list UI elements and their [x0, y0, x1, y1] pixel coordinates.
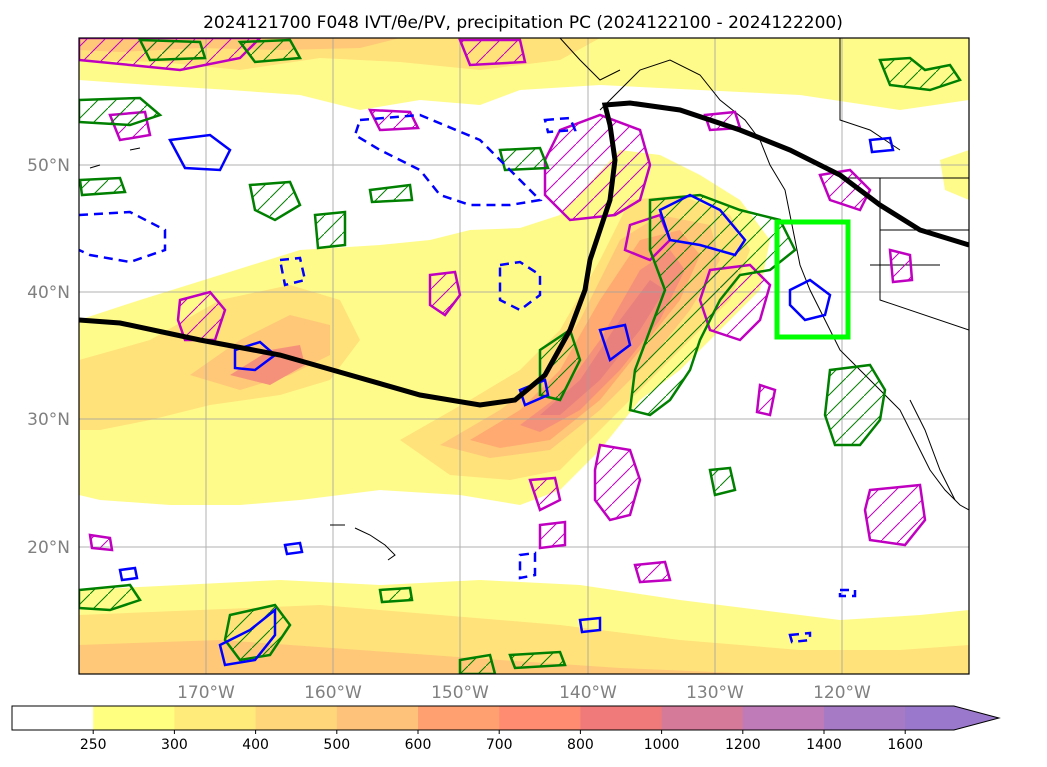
- colorbar-tick-label: 700: [486, 737, 513, 753]
- figure-title: 2024121700 F048 IVT/θe/PV, precipitation…: [203, 13, 843, 33]
- lat-label-40: 40°N: [27, 283, 70, 303]
- blue-dashed-contours: [79, 113, 857, 644]
- colorbar-segment: [499, 706, 581, 730]
- colorbar-tick-label: 250: [80, 737, 107, 753]
- colorbar-tick-label: 1400: [806, 737, 842, 753]
- colorbar-tick-label: 800: [567, 737, 594, 753]
- colorbar-tick-label: 500: [323, 737, 350, 753]
- colorbar-tick-label: 400: [242, 737, 269, 753]
- colorbar-segment: [905, 706, 999, 730]
- colorbar-frame: [11, 705, 1001, 731]
- colorbar-tick-label: 1000: [644, 737, 680, 753]
- colorbar-segment: [12, 706, 94, 730]
- colorbar-segment: [93, 706, 175, 730]
- colorbar-tick-label: 300: [161, 737, 188, 753]
- blue-contours: [118, 133, 895, 667]
- colorbar-segment: [742, 706, 825, 730]
- lon-label-170w: 170°W: [177, 683, 235, 703]
- lat-label-20: 20°N: [27, 538, 70, 558]
- colorbar-segment: [418, 706, 500, 730]
- colorbar-segment: [174, 706, 257, 730]
- lon-label-140w: 140°W: [559, 683, 617, 703]
- theta-e-contour: [79, 100, 969, 408]
- lon-label-130w: 130°W: [686, 683, 744, 703]
- map-frame: [78, 37, 970, 675]
- magenta-contours: [79, 38, 927, 584]
- colorbar-tick-label: 600: [405, 737, 432, 753]
- map-area: [79, 38, 969, 674]
- lon-label-150w: 150°W: [431, 683, 489, 703]
- coastlines: [89, 38, 969, 561]
- colorbar-segment: [661, 706, 744, 730]
- colorbar-segment: [580, 706, 663, 730]
- colorbar-tick-label: 1600: [887, 737, 923, 753]
- target-region-box: [774, 219, 851, 340]
- green-contours: [79, 38, 962, 674]
- lat-label-50: 50°N: [27, 156, 70, 176]
- colorbar: 250 300 400 500 600 700 800 1000 1200 1400 1600: [11, 705, 1001, 753]
- colorbar-segment: [824, 706, 906, 730]
- colorbar-segment: [336, 706, 419, 730]
- colorbar-segment: [255, 706, 338, 730]
- lon-label-160w: 160°W: [304, 683, 362, 703]
- lon-label-120w: 120°W: [813, 683, 871, 703]
- lat-label-30: 30°N: [27, 410, 70, 430]
- colorbar-tick-label: 1200: [725, 737, 761, 753]
